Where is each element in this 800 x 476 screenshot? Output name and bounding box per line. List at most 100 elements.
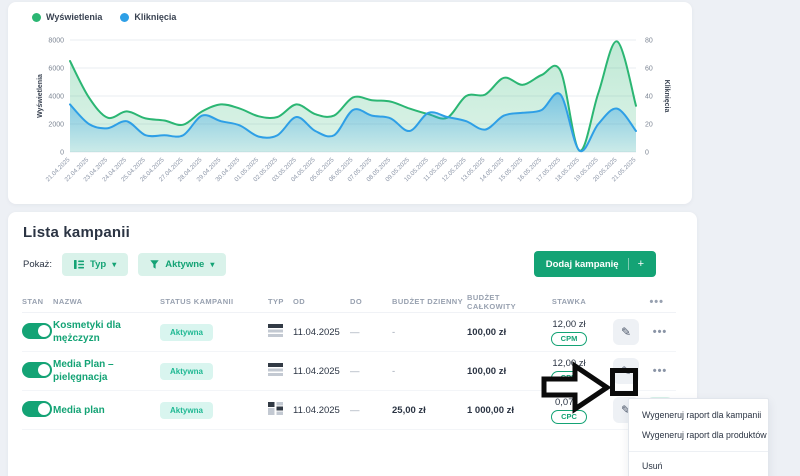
chevron-down-icon: ▾ xyxy=(210,259,215,269)
table-body: Kosmetyki dla mężczyzn Aktywna 11.04.202… xyxy=(22,313,676,430)
page-title: Lista kampanii xyxy=(23,224,131,241)
views-series-dot-icon xyxy=(32,12,41,22)
end-date: — xyxy=(350,404,360,416)
type-cell xyxy=(268,324,293,340)
campaign-list-card: Lista kampanii Pokaż: Typ ▾ Aktywne ▾ xyxy=(8,212,697,476)
column-settings-icon[interactable]: ••• xyxy=(649,295,664,308)
daily-budget: 25,00 zł xyxy=(392,404,426,416)
campaign-state-toggle[interactable] xyxy=(22,322,52,339)
menu-item[interactable]: Wygeneruj raport dla produktów xyxy=(642,430,767,440)
menu-item-delete[interactable]: Usuń xyxy=(642,461,663,471)
type-filter-button[interactable]: Typ ▾ xyxy=(62,252,129,276)
campaign-name-link[interactable]: Kosmetyki dla mężczyzn xyxy=(53,320,121,344)
row-actions: ✎ ••• xyxy=(600,319,676,345)
rate-value: 12,00 zł xyxy=(552,357,586,369)
end-date: — xyxy=(350,326,360,338)
status-cell: Aktywna xyxy=(160,401,268,419)
column-header: BUDŻET DZIENNY xyxy=(392,297,464,306)
type-cell xyxy=(268,402,293,418)
status-badge: Aktywna xyxy=(160,401,213,419)
legend-item-views[interactable]: Wyświetlenia xyxy=(32,12,102,22)
chart-legend: Wyświetlenia Kliknięcia xyxy=(32,12,176,22)
column-header: DO xyxy=(350,297,363,306)
product-ad-icon xyxy=(268,402,283,415)
row-more-button[interactable]: ••• xyxy=(647,358,673,384)
daily-budget: - xyxy=(392,326,396,338)
type-filter-label: Typ xyxy=(90,258,107,270)
status-filter-label: Aktywne xyxy=(165,258,205,270)
svg-text:40: 40 xyxy=(645,94,653,101)
column-header: BUDŻET CAŁKOWITY xyxy=(467,292,517,311)
start-date: 11.04.2025 xyxy=(293,326,340,338)
row-actions: ✎ ••• xyxy=(600,358,676,384)
edit-campaign-button[interactable]: ✎ xyxy=(613,358,639,384)
status-cell: Aktywna xyxy=(160,362,268,380)
table-row: Media plan Aktywna 11.04.2025 — 25,00 zł… xyxy=(22,391,676,430)
table-header-row: STAN NAZWA STATUS KAMPANII TYP OD DO BUDŻET DZ… xyxy=(22,291,676,313)
traffic-chart-card: Wyświetlenia Kliknięcia 0 2000 4000 6000 80 0… xyxy=(8,2,692,204)
rate-type-badge: CPM xyxy=(550,370,588,385)
row-context-menu: Wygeneruj raport dla kampanii Wygeneruj r… xyxy=(628,398,769,476)
campaign-state-toggle[interactable] xyxy=(22,361,52,378)
menu-divider xyxy=(629,451,768,452)
type-cell xyxy=(268,363,293,379)
campaign-name-link[interactable]: Media Plan – pielęgnacja xyxy=(53,359,114,383)
show-label: Pokaż: xyxy=(23,258,53,270)
svg-text:0: 0 xyxy=(60,150,64,157)
rate-type-badge: CPC xyxy=(551,409,587,424)
menu-item[interactable]: Wygeneruj raport dla kampanii xyxy=(642,410,762,420)
table-row: Media Plan – pielęgnacja Aktywna 11.04.2… xyxy=(22,352,676,391)
state-cell xyxy=(22,400,53,420)
edit-campaign-button[interactable]: ✎ xyxy=(613,319,639,345)
chevron-down-icon: ▾ xyxy=(112,259,117,269)
state-cell xyxy=(22,322,53,342)
total-budget: 1 000,00 zł xyxy=(467,404,515,416)
display-ad-icon xyxy=(268,324,283,337)
display-ad-icon xyxy=(268,363,283,376)
column-header: NAZWA xyxy=(53,297,83,306)
status-cell: Aktywna xyxy=(160,323,268,341)
row-more-button[interactable]: ••• xyxy=(647,319,673,345)
column-header: TYP xyxy=(268,297,284,306)
status-badge: Aktywna xyxy=(160,323,213,341)
status-badge: Aktywna xyxy=(160,362,213,380)
legend-item-clicks[interactable]: Kliknięcia xyxy=(120,12,176,22)
add-campaign-label: Dodaj kampanię xyxy=(545,258,619,270)
plus-icon: + xyxy=(627,258,644,270)
svg-text:4000: 4000 xyxy=(48,94,64,101)
svg-text:6000: 6000 xyxy=(48,66,64,73)
daily-budget: - xyxy=(392,365,396,377)
funnel-icon xyxy=(150,259,159,269)
svg-text:2000: 2000 xyxy=(48,122,64,129)
campaign-name-link[interactable]: Media plan xyxy=(53,404,105,416)
filter-bar: Pokaż: Typ ▾ Aktywne ▾ Dodaj kampa xyxy=(8,241,697,277)
state-cell xyxy=(22,361,53,381)
total-budget: 100,00 zł xyxy=(467,326,507,338)
svg-text:Kliknięcia: Kliknięcia xyxy=(663,80,670,113)
rate-cell: 0,07 zł CPC xyxy=(538,397,600,424)
column-header: STATUS KAMPANII xyxy=(160,297,234,306)
start-date: 11.04.2025 xyxy=(293,404,340,416)
clicks-series-dot-icon xyxy=(120,12,130,22)
svg-text:0: 0 xyxy=(645,150,649,157)
campaign-state-toggle[interactable] xyxy=(22,400,52,417)
status-filter-button[interactable]: Aktywne ▾ xyxy=(138,252,227,276)
rate-cell: 12,00 zł CPM xyxy=(538,358,600,385)
legend-label-clicks: Kliknięcia xyxy=(134,12,177,22)
campaign-table: STAN NAZWA STATUS KAMPANII TYP OD DO BUDŻET DZ… xyxy=(22,291,676,430)
svg-text:Wyświetlenia: Wyświetlenia xyxy=(37,74,44,118)
views-clicks-area-chart: 0 2000 4000 6000 8000 0 20 40 60 80 Wyświetlenia Kl… xyxy=(37,38,670,184)
add-campaign-button[interactable]: Dodaj kampanię + xyxy=(533,251,656,277)
column-header: OD xyxy=(293,297,306,306)
svg-text:60: 60 xyxy=(645,66,653,73)
start-date: 11.04.2025 xyxy=(293,365,340,377)
total-budget: 100,00 zł xyxy=(467,365,507,377)
legend-label-views: Wyświetlenia xyxy=(46,12,103,22)
table-row: Kosmetyki dla mężczyzn Aktywna 11.04.202… xyxy=(22,313,676,352)
svg-text:80: 80 xyxy=(645,38,653,45)
column-header: STAN xyxy=(22,297,44,306)
list-type-icon xyxy=(74,259,85,269)
rate-value: 0,07 zł xyxy=(555,396,583,408)
svg-text:20: 20 xyxy=(645,122,653,129)
